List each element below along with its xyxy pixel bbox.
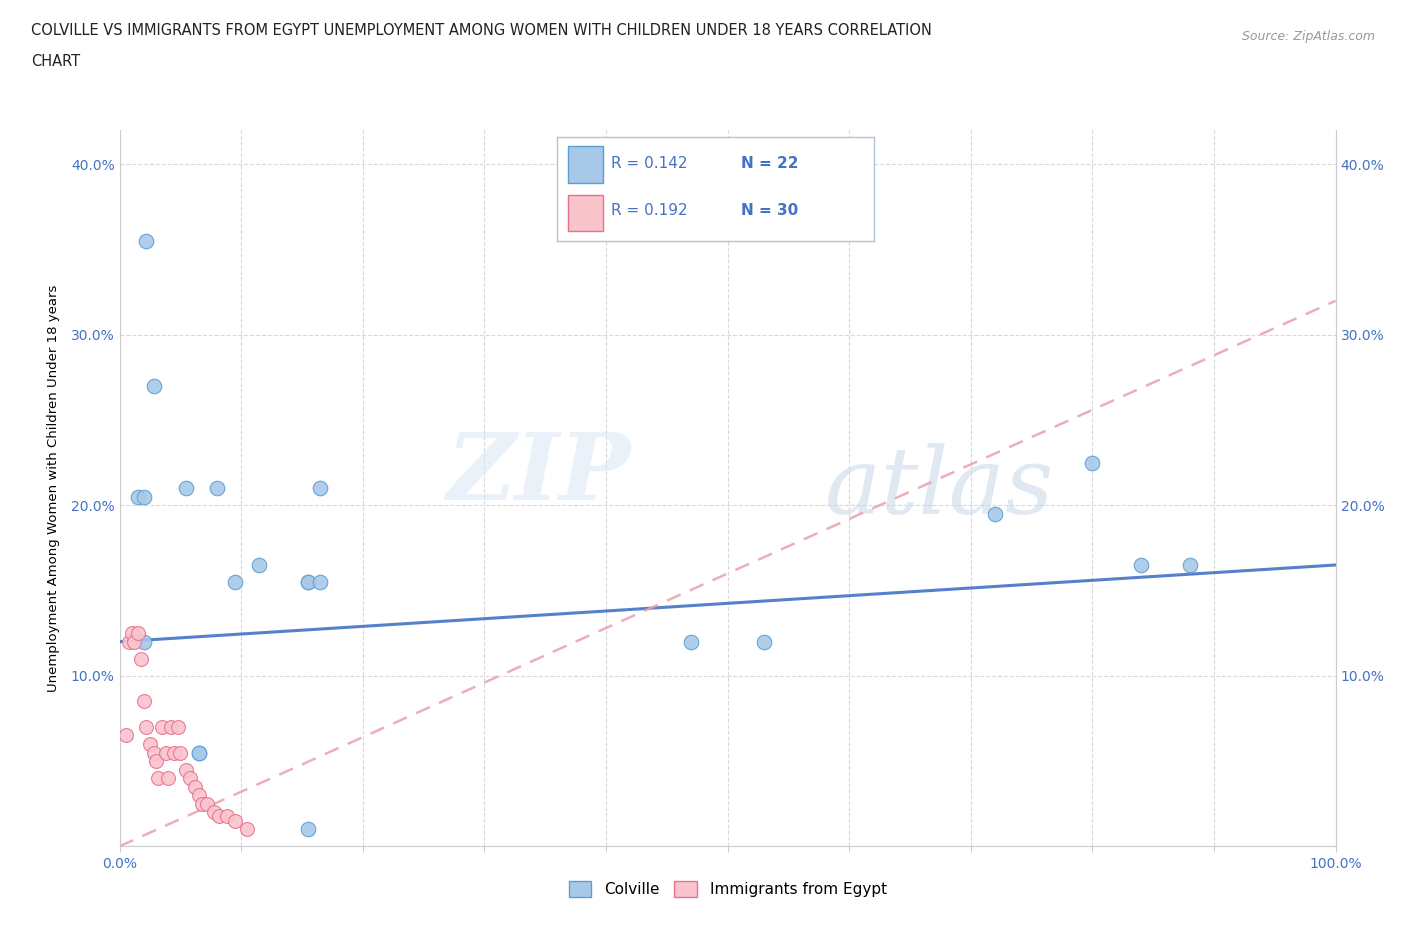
Point — [297, 575, 319, 590]
FancyBboxPatch shape — [568, 195, 603, 232]
Point — [132, 489, 155, 504]
Point — [187, 745, 209, 760]
Point — [236, 822, 259, 837]
Point — [224, 813, 246, 829]
Point — [148, 771, 170, 786]
Point — [184, 779, 207, 794]
Point — [202, 804, 225, 819]
Point — [142, 745, 165, 760]
Point — [247, 558, 270, 573]
Point — [187, 788, 209, 803]
Point — [195, 796, 218, 811]
Point — [1130, 558, 1153, 573]
Point — [132, 634, 155, 649]
Point — [159, 720, 181, 735]
Point — [309, 481, 332, 496]
Point — [187, 745, 209, 760]
Text: CHART: CHART — [31, 54, 80, 69]
Point — [135, 720, 157, 735]
Point — [681, 634, 703, 649]
Text: COLVILLE VS IMMIGRANTS FROM EGYPT UNEMPLOYMENT AMONG WOMEN WITH CHILDREN UNDER 1: COLVILLE VS IMMIGRANTS FROM EGYPT UNEMPL… — [31, 23, 932, 38]
Point — [297, 822, 319, 837]
Text: ZIP: ZIP — [446, 429, 630, 519]
Point — [127, 626, 149, 641]
Point — [142, 379, 165, 393]
Point — [139, 737, 162, 751]
Point — [132, 694, 155, 709]
Text: N = 30: N = 30 — [741, 203, 799, 218]
Point — [1081, 456, 1104, 471]
Point — [309, 575, 332, 590]
Point — [127, 489, 149, 504]
Point — [169, 745, 191, 760]
Text: R = 0.192: R = 0.192 — [612, 203, 688, 218]
Point — [118, 634, 141, 649]
Point — [215, 808, 238, 823]
Point — [984, 507, 1007, 522]
Point — [176, 763, 198, 777]
Point — [167, 720, 190, 735]
Point — [150, 720, 173, 735]
Point — [135, 233, 157, 248]
Legend: Colville, Immigrants from Egypt: Colville, Immigrants from Egypt — [562, 875, 893, 903]
Y-axis label: Unemployment Among Women with Children Under 18 years: Unemployment Among Women with Children U… — [46, 285, 59, 692]
Point — [176, 481, 198, 496]
Point — [157, 771, 180, 786]
Point — [1178, 558, 1201, 573]
Point — [163, 745, 186, 760]
Text: Source: ZipAtlas.com: Source: ZipAtlas.com — [1241, 30, 1375, 43]
Point — [145, 753, 167, 768]
Text: R = 0.142: R = 0.142 — [612, 156, 688, 171]
Point — [155, 745, 177, 760]
Point — [191, 796, 214, 811]
Text: N = 22: N = 22 — [741, 156, 799, 171]
Point — [208, 808, 231, 823]
Point — [114, 728, 136, 743]
FancyBboxPatch shape — [568, 146, 603, 182]
Point — [122, 634, 145, 649]
Point — [205, 481, 228, 496]
Point — [179, 771, 201, 786]
Point — [297, 575, 319, 590]
Point — [131, 651, 153, 666]
Point — [752, 634, 775, 649]
Text: atlas: atlas — [825, 444, 1054, 533]
Point — [224, 575, 246, 590]
Point — [121, 626, 143, 641]
